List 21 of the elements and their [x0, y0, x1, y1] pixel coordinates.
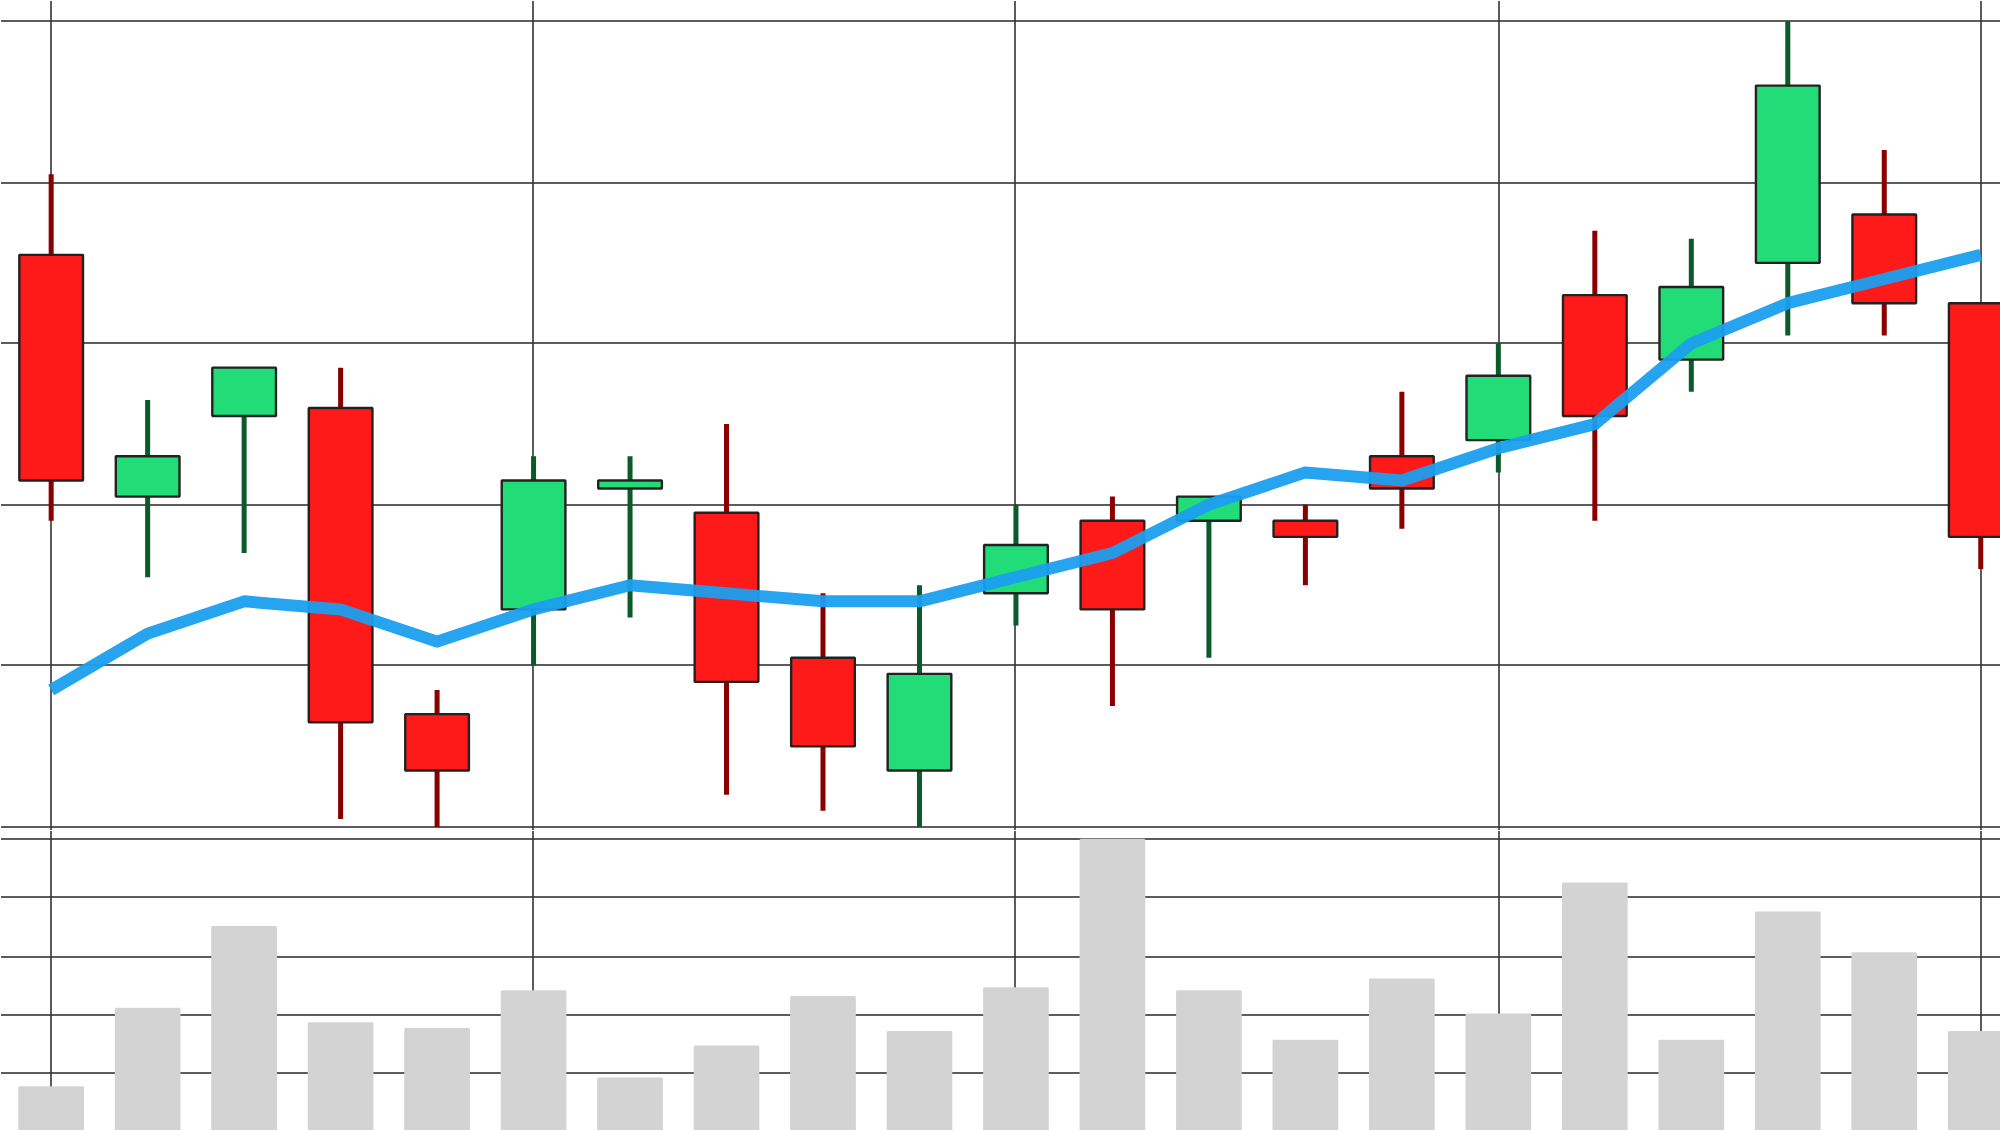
- candlestick: [597, 453, 664, 620]
- bar: [693, 1045, 760, 1130]
- bar: [1658, 1039, 1725, 1130]
- bar: [1176, 990, 1242, 1130]
- bar: [597, 1077, 663, 1130]
- bar: [307, 1022, 374, 1130]
- bar: [1561, 882, 1628, 1130]
- bar: [1465, 1013, 1532, 1130]
- bar: [114, 1007, 181, 1130]
- bar: [500, 990, 567, 1130]
- bar: [983, 987, 1049, 1130]
- bar: [1272, 1039, 1339, 1130]
- bar: [18, 1086, 85, 1130]
- bar: [886, 1030, 953, 1130]
- bar: [1851, 952, 1918, 1130]
- bar: [1369, 978, 1435, 1130]
- bar: [790, 996, 856, 1130]
- bar: [1079, 838, 1146, 1130]
- bar: [404, 1028, 470, 1130]
- bar: [211, 926, 277, 1130]
- bar: [1754, 911, 1821, 1130]
